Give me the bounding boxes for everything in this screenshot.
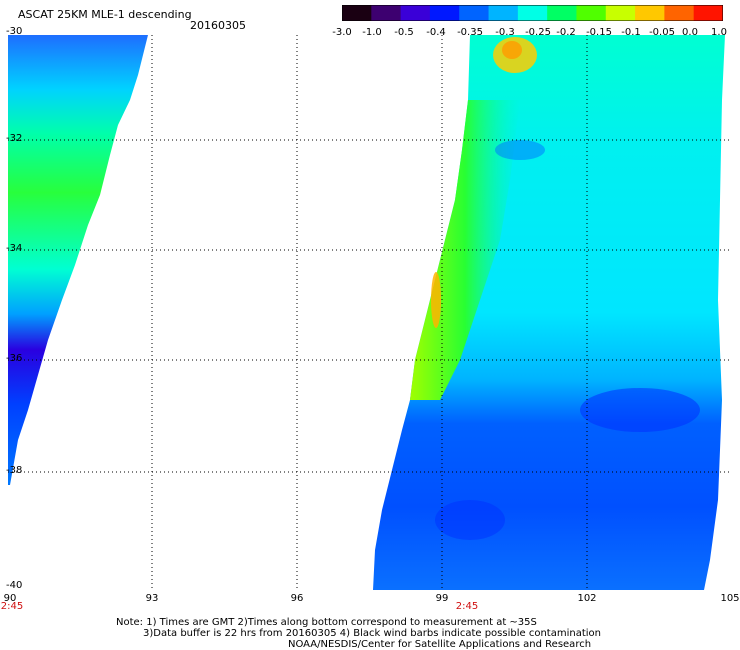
colorbar-swatch [664, 5, 695, 21]
colorbar-swatch [342, 5, 372, 21]
colorbar-swatch [605, 5, 636, 21]
colorbar [342, 5, 723, 21]
graticule [8, 35, 730, 588]
map-date: 20160305 [190, 19, 246, 32]
blue-patch [495, 140, 545, 160]
colorbar-swatch [547, 5, 578, 21]
colorbar-label: -0.4 [426, 27, 446, 38]
colorbar-swatch [371, 5, 402, 21]
colorbar-label: -0.35 [457, 27, 483, 38]
colorbar-swatch [459, 5, 490, 21]
lat-label: -34 [6, 243, 23, 254]
colorbar-swatch [429, 5, 460, 21]
lat-label: -38 [6, 465, 23, 476]
lat-label: -40 [6, 580, 23, 591]
colorbar-label: -0.1 [621, 27, 641, 38]
swath-left [8, 35, 148, 485]
lat-label: -36 [6, 353, 23, 364]
colorbar-swatch [576, 5, 607, 21]
colorbar-label: -0.5 [394, 27, 414, 38]
colorbar-label: -3.0 [332, 27, 352, 38]
note-line-2: 3)Data buffer is 22 hrs from 20160305 4)… [143, 628, 601, 639]
note-line-1: Note: 1) Times are GMT 2)Times along bot… [116, 617, 537, 628]
lon-label: 105 [720, 593, 740, 604]
lat-label: -30 [6, 26, 23, 37]
blue-patch [580, 388, 700, 432]
note-line-3: NOAA/NESDIS/Center for Satellite Applica… [288, 639, 592, 650]
colorbar-swatch [400, 5, 431, 21]
colorbar-swatch [693, 5, 723, 21]
colorbar-label: 1.0 [711, 27, 727, 38]
lon-label: 96 [290, 593, 304, 604]
colorbar-label: -0.3 [495, 27, 515, 38]
blue-patch [435, 500, 505, 540]
lon-label: 93 [145, 593, 159, 604]
lon-label: 102 [577, 593, 597, 604]
lon-label: 90 [3, 593, 17, 604]
colorbar-label: -0.2 [556, 27, 576, 38]
colorbar-label: 0.0 [682, 27, 698, 38]
colorbar-swatch [517, 5, 548, 21]
colorbar-swatch [635, 5, 665, 21]
colorbar-label: -0.25 [525, 27, 551, 38]
colorbar-label: -1.0 [362, 27, 382, 38]
colorbar-swatch [488, 5, 519, 21]
time-label: 2:45 [0, 601, 24, 612]
lon-label: 99 [435, 593, 449, 604]
hotspot-north-core [502, 41, 522, 59]
lat-label: -32 [6, 133, 23, 144]
swath-right [373, 35, 725, 590]
map-title: ASCAT 25KM MLE-1 descending [18, 8, 192, 21]
hotspot-west [431, 272, 441, 328]
colorbar-label: -0.15 [586, 27, 612, 38]
time-label: 2:45 [455, 601, 479, 612]
colorbar-label: -0.05 [649, 27, 675, 38]
